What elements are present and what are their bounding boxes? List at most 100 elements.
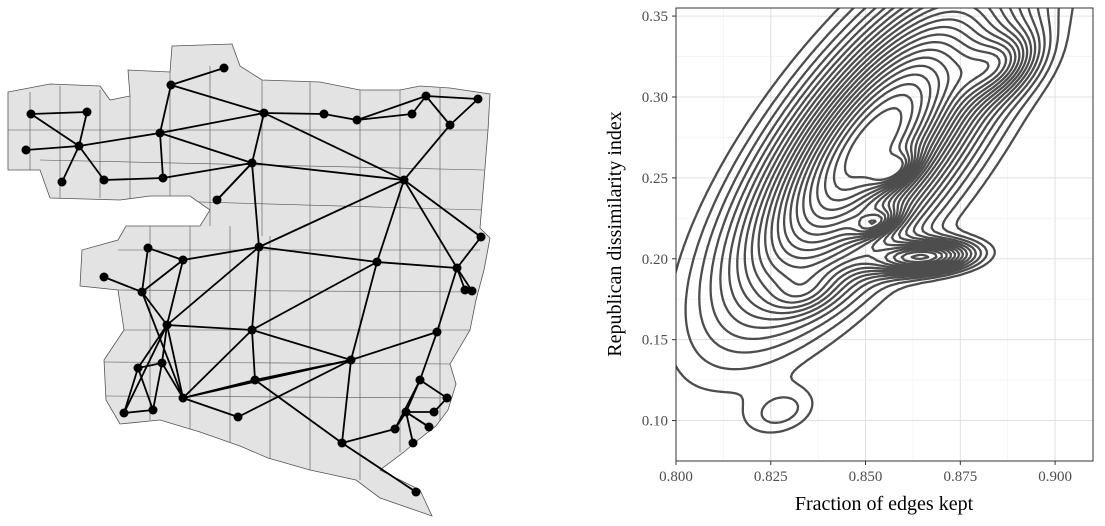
- graph-edge: [449, 98, 479, 126]
- graph-edge: [263, 112, 325, 115]
- graph-edge: [159, 132, 164, 179]
- graph-node: [346, 355, 356, 365]
- graph-node: [99, 272, 109, 282]
- graph-node: [408, 438, 418, 448]
- graph-edge: [182, 246, 260, 261]
- graph-edge: [376, 261, 458, 269]
- contour-level-19: [816, 73, 932, 211]
- graph-node: [26, 109, 36, 119]
- graph-edge: [425, 95, 451, 126]
- graph-edge: [323, 113, 358, 121]
- graph-edge: [166, 259, 184, 326]
- graph-edge: [403, 124, 451, 181]
- graph-node: [411, 487, 421, 497]
- y-tick-label: 0.20: [642, 252, 668, 268]
- graph-node: [247, 325, 257, 335]
- graph-edge: [436, 267, 458, 333]
- graph-node: [143, 243, 153, 253]
- graph-node: [337, 438, 347, 448]
- graph-edge: [25, 145, 80, 151]
- y-tick-label: 0.35: [642, 9, 668, 25]
- contour-level-2: [684, 8, 1060, 424]
- graph-edge: [403, 179, 482, 238]
- graph-edge: [147, 247, 184, 261]
- graph-node: [372, 257, 382, 267]
- y-axis-label: Republican dissimilarity index: [604, 111, 626, 357]
- graph-node: [421, 91, 431, 101]
- contour-level-1: [676, 8, 1074, 434]
- graph-node: [399, 175, 409, 185]
- graph-node: [162, 320, 172, 330]
- graph-edge: [170, 84, 265, 114]
- contour-level-16: [795, 48, 963, 236]
- graph-node: [432, 327, 442, 337]
- graph-edge: [419, 379, 448, 399]
- density-contours: [676, 8, 1074, 434]
- graph-edge: [258, 179, 405, 248]
- graph-node: [247, 158, 257, 168]
- contour-level-22: [843, 107, 904, 182]
- graph-edge: [237, 359, 352, 418]
- graph-edge: [166, 324, 253, 331]
- graph-node: [352, 115, 362, 125]
- graph-node: [82, 107, 92, 117]
- graph-edge: [456, 267, 473, 292]
- graph-edge: [137, 367, 154, 411]
- graph-node: [21, 145, 31, 155]
- graph-edge: [216, 162, 253, 201]
- graph-edge: [30, 113, 80, 147]
- map-regions: [7, 43, 491, 517]
- x-tick-label: 0.850: [849, 469, 883, 485]
- contour-level-13: [776, 25, 1008, 264]
- graph-edge: [350, 261, 378, 361]
- graph-node: [460, 285, 470, 295]
- graph-edge: [251, 329, 352, 361]
- graph-edge: [123, 409, 154, 414]
- graph-nodes: [21, 63, 486, 497]
- graph-edge: [425, 95, 479, 100]
- graph-node: [442, 393, 452, 403]
- graph-node: [407, 109, 417, 119]
- graph-edge: [341, 359, 352, 444]
- contour-level-15: [789, 40, 990, 244]
- contour-level-11: [764, 10, 1017, 286]
- graph-edge: [376, 179, 405, 263]
- contour-level-14: [782, 33, 1001, 261]
- graph-edge: [161, 324, 168, 364]
- graph-edge: [78, 145, 105, 181]
- contour-level-17: [802, 56, 950, 230]
- graph-edge: [251, 329, 256, 381]
- graph-edge: [251, 162, 260, 248]
- graph-edge: [251, 162, 405, 181]
- graph-edge: [166, 246, 260, 326]
- graph-edge: [159, 112, 265, 134]
- graph-node: [137, 287, 147, 297]
- graph-node: [158, 173, 168, 183]
- graph-edge: [182, 397, 239, 418]
- contour-level-5: [719, 8, 1041, 329]
- graph-node: [254, 242, 264, 252]
- graph-node: [178, 255, 188, 265]
- graph-edge: [162, 162, 253, 179]
- graph-edge: [251, 246, 260, 331]
- graph-node: [148, 405, 158, 415]
- graph-node: [401, 407, 411, 417]
- graph-edge: [405, 411, 414, 444]
- contour-level-10: [757, 8, 1021, 298]
- x-tick-label: 0.900: [1038, 469, 1072, 485]
- graph-edge: [356, 95, 427, 121]
- graph-edge: [254, 379, 343, 444]
- x-axis-ticks: 0.800 0.825 0.850 0.875 0.900: [659, 461, 1072, 485]
- contour-level-4: [709, 8, 1046, 341]
- contour-level-21: [832, 93, 914, 191]
- graph-node: [259, 108, 269, 118]
- graph-edges: [25, 67, 482, 493]
- x-tick-label: 0.800: [659, 469, 693, 485]
- graph-node: [467, 286, 477, 296]
- graph-edge: [356, 113, 413, 121]
- contour-level-6: [728, 8, 1037, 321]
- contour-level-18: [808, 64, 941, 225]
- graph-edge: [30, 111, 88, 115]
- graph-edge: [103, 177, 164, 181]
